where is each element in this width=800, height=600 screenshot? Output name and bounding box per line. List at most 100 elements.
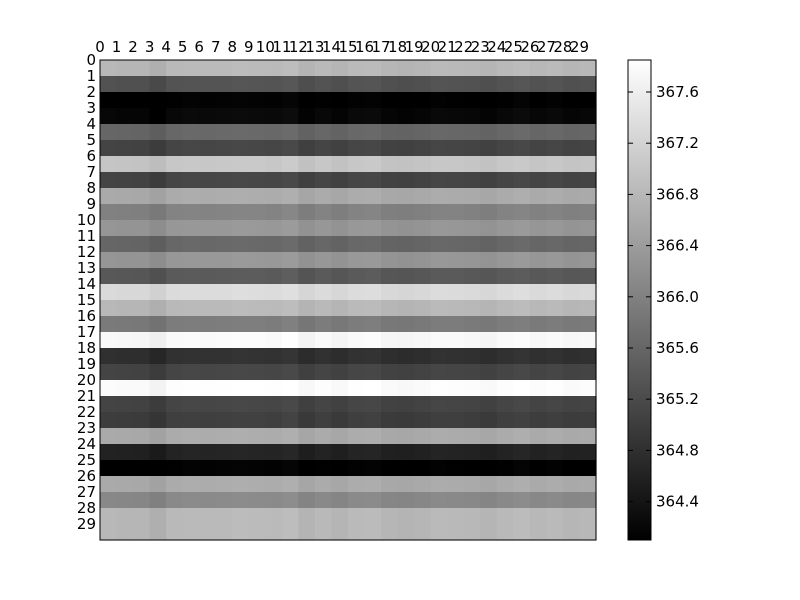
heatmap-cell: [348, 396, 366, 413]
heatmap-cell: [414, 316, 432, 333]
heatmap-cell: [199, 204, 217, 221]
heatmap-cell: [513, 236, 531, 253]
heatmap-cell: [414, 284, 432, 301]
heatmap-cell: [166, 140, 184, 157]
heatmap-cell: [579, 92, 597, 109]
heatmap-cell: [579, 476, 597, 493]
y-tick-label: 18: [77, 339, 96, 357]
heatmap-cell: [529, 508, 547, 525]
x-tick-label: 20: [421, 38, 440, 56]
heatmap-cell: [480, 108, 498, 125]
heatmap-cell: [314, 348, 333, 365]
heatmap-cell: [562, 300, 581, 317]
heatmap-cell: [529, 300, 547, 317]
heatmap-cell: [414, 236, 432, 253]
heatmap-cell: [182, 300, 200, 317]
heatmap-cell: [430, 92, 448, 109]
heatmap-cell: [463, 300, 481, 317]
heatmap-cell: [248, 300, 266, 317]
heatmap-cell: [298, 204, 316, 221]
heatmap-cell: [149, 316, 167, 333]
heatmap-cell: [546, 156, 564, 173]
heatmap-cell: [166, 428, 184, 445]
heatmap-cell: [166, 124, 184, 141]
heatmap-cell: [182, 60, 200, 77]
heatmap-cell: [182, 332, 200, 349]
heatmap-cell: [298, 348, 316, 365]
heatmap-cell: [281, 412, 299, 429]
heatmap-cell: [480, 380, 498, 397]
colorbar-tick-label: 365.6: [656, 339, 699, 357]
heatmap-cell: [182, 124, 200, 141]
heatmap-cell: [447, 236, 465, 253]
heatmap-cell: [133, 476, 151, 493]
heatmap-cell: [133, 172, 151, 189]
heatmap-cell: [133, 108, 151, 125]
heatmap-cell: [314, 204, 333, 221]
heatmap-cell: [215, 508, 233, 525]
heatmap-cell: [397, 492, 415, 509]
heatmap-cell: [447, 396, 465, 413]
heatmap-cell: [414, 396, 432, 413]
heatmap-cell: [248, 268, 266, 285]
heatmap-cell: [215, 188, 233, 205]
heatmap-cell: [133, 300, 151, 317]
heatmap-cell: [397, 300, 415, 317]
heatmap-cell: [133, 348, 151, 365]
heatmap-cell: [265, 428, 283, 445]
heatmap-cell: [133, 188, 151, 205]
heatmap-cell: [298, 268, 316, 285]
heatmap-cell: [579, 188, 597, 205]
heatmap-cell: [562, 492, 581, 509]
heatmap-cell: [248, 444, 266, 461]
heatmap-cell: [331, 236, 349, 253]
heatmap-cell: [562, 124, 581, 141]
y-tick-label: 8: [86, 179, 96, 197]
heatmap-cell: [513, 524, 531, 541]
heatmap-cell: [116, 508, 134, 525]
heatmap-cell: [364, 428, 382, 445]
heatmap-cell: [232, 268, 250, 285]
heatmap-cell: [447, 204, 465, 221]
heatmap-cell: [496, 140, 514, 157]
heatmap-cell: [116, 524, 134, 541]
heatmap-cell: [133, 412, 151, 429]
heatmap-cell: [281, 220, 299, 237]
heatmap-cell: [133, 492, 151, 509]
heatmap-cell: [546, 204, 564, 221]
heatmap-cell: [381, 268, 399, 285]
heatmap-cell: [381, 252, 399, 269]
heatmap-cell: [232, 508, 250, 525]
heatmap-cell: [248, 236, 266, 253]
heatmap-cell: [215, 252, 233, 269]
heatmap-cell: [348, 332, 366, 349]
heatmap-cell: [513, 172, 531, 189]
heatmap-cell: [199, 140, 217, 157]
heatmap-cell: [496, 460, 514, 477]
heatmap-cell: [133, 268, 151, 285]
heatmap-cell: [562, 92, 581, 109]
heatmap-cell: [298, 76, 316, 93]
heatmap-cell: [116, 92, 134, 109]
heatmap-cell: [513, 348, 531, 365]
heatmap-cell: [463, 348, 481, 365]
heatmap-cell: [414, 444, 432, 461]
heatmap-cell: [513, 156, 531, 173]
heatmap-cell: [331, 412, 349, 429]
heatmap-cell: [414, 492, 432, 509]
colorbar-tick-label: 366.0: [656, 288, 699, 306]
heatmap-cell: [430, 364, 448, 381]
heatmap-cell: [149, 188, 167, 205]
heatmap-cell: [314, 380, 333, 397]
heatmap-cell: [331, 108, 349, 125]
heatmap-cell: [496, 220, 514, 237]
heatmap-cell: [166, 92, 184, 109]
colorbar-tick-label: 364.8: [656, 441, 699, 459]
heatmap-cell: [100, 300, 118, 317]
heatmap-cell: [166, 492, 184, 509]
heatmap-cell: [513, 396, 531, 413]
heatmap-cell: [447, 380, 465, 397]
heatmap-cell: [331, 348, 349, 365]
heatmap-cell: [248, 188, 266, 205]
heatmap-cell: [348, 108, 366, 125]
